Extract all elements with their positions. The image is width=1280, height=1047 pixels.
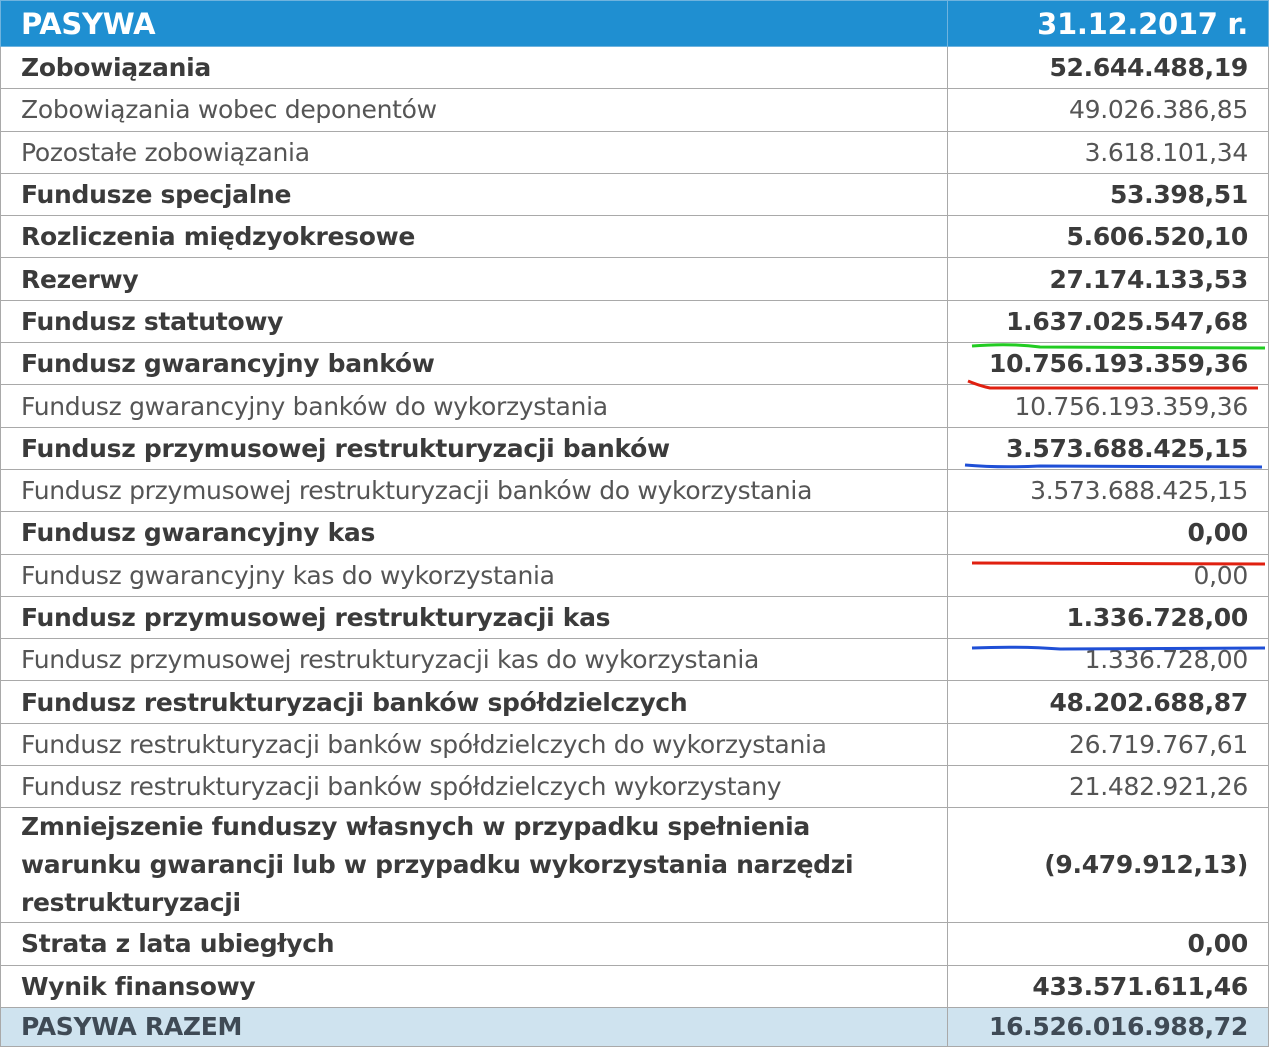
row-label: Fundusze specjalne — [0, 172, 948, 217]
table-row: Fundusz gwarancyjny banków 10.756.193.359… — [0, 342, 1269, 386]
row-value: 1.637.025.547,68 — [947, 299, 1269, 344]
table-row: Fundusz gwarancyjny banków do wykorzysta… — [0, 384, 1269, 428]
row-label: Fundusz restrukturyzacji banków spółdzie… — [0, 722, 948, 767]
table-row: Wynik finansowy 433.571.611,46 — [0, 964, 1269, 1008]
row-value: 52.644.488,19 — [947, 45, 1269, 90]
table-row: Fundusz przymusowej restrukturyzacji kas… — [0, 595, 1269, 640]
table-header: PASYWA 31.12.2017 r. — [0, 0, 1269, 47]
table-row: Zobowiązania 52.644.488,19 — [0, 45, 1269, 90]
table-row: Zobowiązania wobec deponentów 49.026.386,… — [0, 88, 1269, 132]
row-value: 10.756.193.359,36 — [947, 384, 1269, 428]
row-label: Fundusz gwarancyjny kas do wykorzystania — [0, 553, 948, 597]
row-label: Rezerwy — [0, 257, 948, 301]
row-value: 3.573.688.425,15 — [947, 426, 1269, 470]
table-row: Fundusz przymusowej restrukturyzacji kas… — [0, 638, 1269, 682]
table-row: Fundusze specjalne 53.398,51 — [0, 172, 1269, 217]
row-label: Wynik finansowy — [0, 964, 948, 1008]
row-label: Zobowiązania wobec deponentów — [0, 88, 948, 132]
row-label: Strata z lata ubiegłych — [0, 922, 948, 966]
row-label: Zmniejszenie funduszy własnych w przypad… — [0, 807, 948, 924]
row-value: 0,00 — [947, 511, 1269, 555]
header-label: PASYWA — [0, 0, 948, 47]
row-label: Fundusz gwarancyjny kas — [0, 511, 948, 555]
row-value: 1.336.728,00 — [947, 595, 1269, 640]
row-value: 0,00 — [947, 553, 1269, 597]
row-value: 3.618.101,34 — [947, 130, 1269, 174]
table-row: Pozostałe zobowiązania 3.618.101,34 — [0, 130, 1269, 174]
table-row: Fundusz restrukturyzacji banków spółdzie… — [0, 680, 1269, 724]
row-label: Fundusz przymusowej restrukturyzacji ban… — [0, 426, 948, 470]
table-row: Rozliczenia międzyokresowe 5.606.520,10 — [0, 215, 1269, 259]
table-row: Fundusz przymusowej restrukturyzacji ban… — [0, 426, 1269, 470]
table-row: Fundusz restrukturyzacji banków spółdzie… — [0, 722, 1269, 767]
row-label: Rozliczenia międzyokresowe — [0, 215, 948, 259]
row-value: (9.479.912,13) — [947, 807, 1269, 924]
row-label: Fundusz restrukturyzacji banków spółdzie… — [0, 765, 948, 809]
table-row: Fundusz statutowy 1.637.025.547,68 — [0, 299, 1269, 344]
table-row: Fundusz gwarancyjny kas 0,00 — [0, 511, 1269, 555]
total-value: 16.526.016.988,72 — [947, 1006, 1269, 1047]
table-row: Fundusz przymusowej restrukturyzacji ban… — [0, 468, 1269, 513]
header-date: 31.12.2017 r. — [947, 0, 1269, 47]
row-value: 3.573.688.425,15 — [947, 468, 1269, 513]
row-label: Fundusz przymusowej restrukturyzacji ban… — [0, 468, 948, 513]
row-label: Fundusz gwarancyjny banków — [0, 342, 948, 386]
row-value: 433.571.611,46 — [947, 964, 1269, 1008]
row-value: 48.202.688,87 — [947, 680, 1269, 724]
row-value: 5.606.520,10 — [947, 215, 1269, 259]
table-row: Zmniejszenie funduszy własnych w przypad… — [0, 807, 1269, 924]
row-label: Zobowiązania — [0, 45, 948, 90]
row-value: 27.174.133,53 — [947, 257, 1269, 301]
total-row: PASYWA RAZEM 16.526.016.988,72 — [0, 1006, 1269, 1047]
table-row: Rezerwy 27.174.133,53 — [0, 257, 1269, 301]
row-label: Fundusz gwarancyjny banków do wykorzysta… — [0, 384, 948, 428]
row-label: Fundusz przymusowej restrukturyzacji kas — [0, 595, 948, 640]
row-value: 10.756.193.359,36 — [947, 342, 1269, 386]
row-value: 53.398,51 — [947, 172, 1269, 217]
table-row: Strata z lata ubiegłych 0,00 — [0, 922, 1269, 966]
table-row: Fundusz restrukturyzacji banków spółdzie… — [0, 765, 1269, 809]
row-value: 1.336.728,00 — [947, 638, 1269, 682]
row-label: Fundusz przymusowej restrukturyzacji kas… — [0, 638, 948, 682]
row-value: 21.482.921,26 — [947, 765, 1269, 809]
row-value: 49.026.386,85 — [947, 88, 1269, 132]
table-row: Fundusz gwarancyjny kas do wykorzystania… — [0, 553, 1269, 597]
row-value: 0,00 — [947, 922, 1269, 966]
row-label: Pozostałe zobowiązania — [0, 130, 948, 174]
row-value: 26.719.767,61 — [947, 722, 1269, 767]
total-label: PASYWA RAZEM — [0, 1006, 948, 1047]
row-label: Fundusz restrukturyzacji banków spółdzie… — [0, 680, 948, 724]
row-label: Fundusz statutowy — [0, 299, 948, 344]
